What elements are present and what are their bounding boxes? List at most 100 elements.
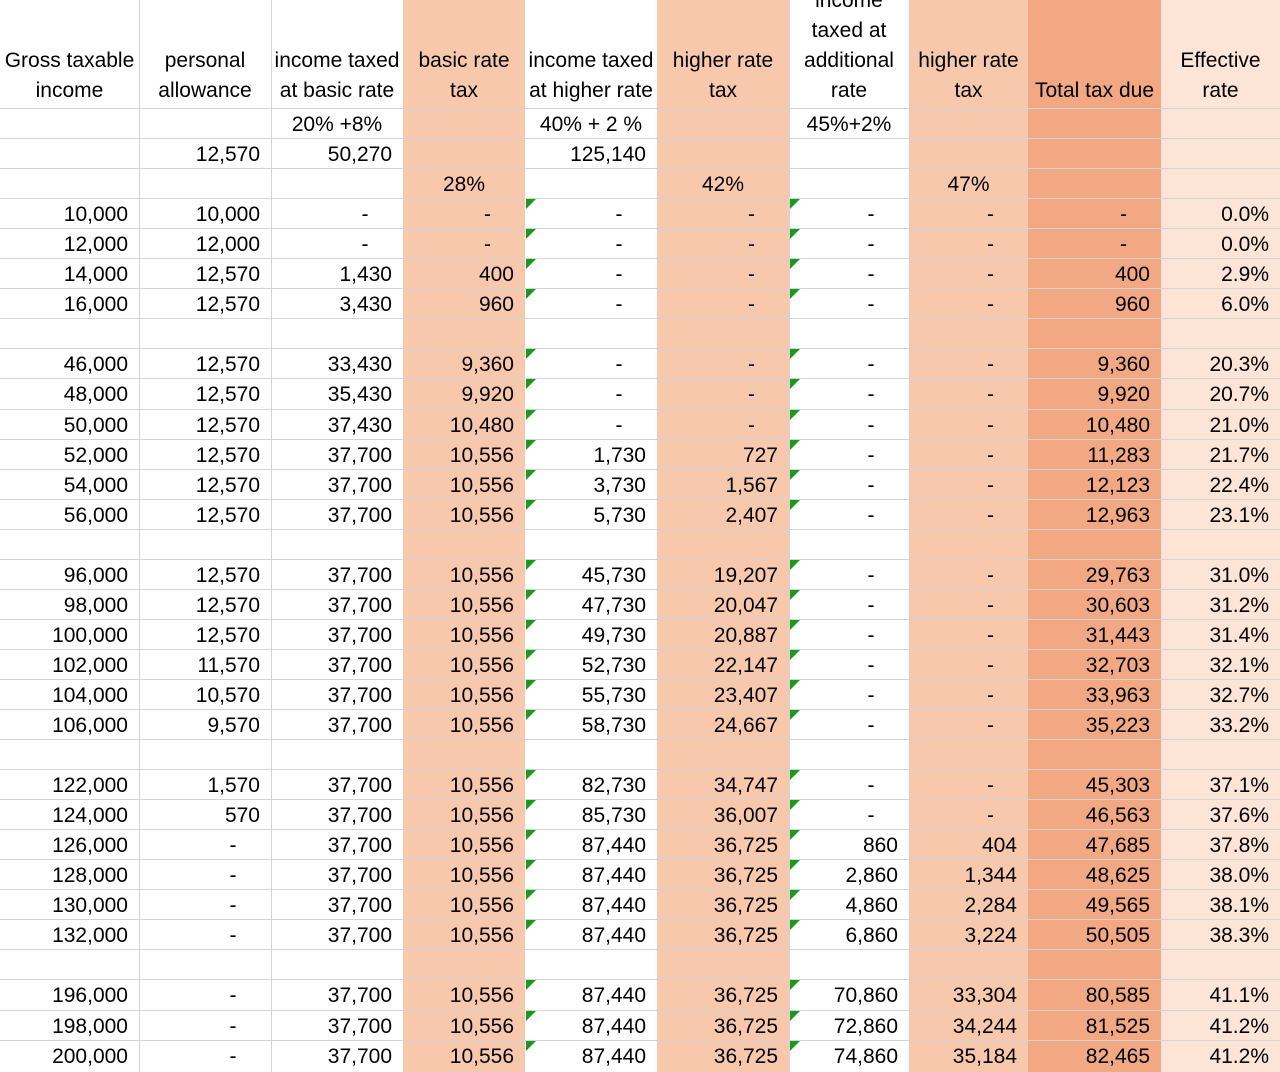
additional-higher-rate-tax-cell[interactable]: - [987, 624, 994, 647]
gross-taxable-income-cell[interactable]: 12,000 [63, 233, 128, 256]
basic-rate-tax-cell[interactable]: 10,556 [449, 1045, 514, 1068]
basic-rate-tax-cell[interactable]: - [484, 203, 491, 226]
income-basic-rate-cell[interactable]: 37,700 [327, 474, 392, 497]
error-indicator-icon[interactable] [790, 379, 800, 389]
personal-allowance-cell[interactable]: 12,000 [195, 233, 260, 256]
total-tax-due-cell[interactable]: 31,443 [1085, 624, 1150, 647]
income-additional-rate-cell[interactable]: - [867, 263, 875, 286]
higher-rate-tax-cell[interactable]: 20,887 [713, 624, 778, 647]
personal-allowance-cell[interactable]: 12,570 [195, 504, 260, 527]
total-tax-due-cell[interactable]: 10,480 [1085, 414, 1150, 437]
total-tax-due-cell[interactable]: 33,963 [1085, 684, 1150, 707]
effective-rate-cell[interactable]: 37.6% [1209, 804, 1269, 827]
income-higher-rate-cell[interactable]: 85,730 [581, 804, 646, 827]
gross-taxable-income-cell[interactable]: 130,000 [52, 894, 128, 917]
total-tax-due-cell[interactable]: 49,565 [1085, 894, 1150, 917]
effective-rate-cell[interactable]: 22.4% [1209, 474, 1269, 497]
income-higher-rate-cell[interactable]: 52,730 [581, 654, 646, 677]
additional-higher-rate-tax-cell[interactable]: 47% [947, 173, 990, 196]
personal-allowance-cell[interactable]: - [229, 834, 237, 857]
gross-taxable-income-cell[interactable]: 126,000 [52, 834, 128, 857]
income-additional-rate-cell[interactable]: - [867, 684, 875, 707]
effective-rate-cell[interactable]: 41.2% [1209, 1015, 1269, 1038]
error-indicator-icon[interactable] [790, 199, 800, 209]
error-indicator-icon[interactable] [526, 1011, 536, 1021]
income-higher-rate-cell[interactable]: 87,440 [581, 864, 646, 887]
effective-rate-cell[interactable]: 2.9% [1221, 263, 1269, 286]
basic-rate-tax-cell[interactable]: 10,556 [449, 894, 514, 917]
error-indicator-icon[interactable] [526, 830, 536, 840]
income-higher-rate-cell[interactable]: 55,730 [581, 684, 646, 707]
income-higher-rate-cell[interactable]: 82,730 [581, 774, 646, 797]
error-indicator-icon[interactable] [790, 1011, 800, 1021]
personal-allowance-cell[interactable]: 12,570 [195, 564, 260, 587]
higher-rate-tax-cell[interactable]: 19,207 [713, 564, 778, 587]
income-additional-rate-cell[interactable]: - [867, 714, 875, 737]
error-indicator-icon[interactable] [526, 800, 536, 810]
effective-rate-cell[interactable]: 38.1% [1209, 894, 1269, 917]
higher-rate-tax-cell[interactable]: - [748, 353, 755, 376]
error-indicator-icon[interactable] [526, 1041, 536, 1051]
effective-rate-cell[interactable]: 33.2% [1209, 714, 1269, 737]
effective-rate-cell[interactable]: 31.4% [1209, 624, 1269, 647]
effective-rate-cell[interactable]: 41.2% [1209, 1045, 1269, 1068]
gross-taxable-income-cell[interactable]: 56,000 [63, 504, 128, 527]
income-basic-rate-cell[interactable]: 37,700 [327, 924, 392, 947]
gross-taxable-income-cell[interactable]: 198,000 [52, 1015, 128, 1038]
error-indicator-icon[interactable] [790, 440, 800, 450]
income-higher-rate-cell[interactable]: - [615, 414, 623, 437]
header-additional-higher-rate-tax[interactable]: higher rate tax [918, 49, 1019, 102]
gross-taxable-income-cell[interactable]: 102,000 [52, 654, 128, 677]
income-additional-rate-cell[interactable]: - [867, 474, 875, 497]
basic-rate-tax-cell[interactable]: 10,556 [449, 714, 514, 737]
higher-rate-tax-cell[interactable]: 2,407 [725, 504, 778, 527]
effective-rate-cell[interactable]: 38.0% [1209, 864, 1269, 887]
income-basic-rate-cell[interactable]: 37,700 [327, 654, 392, 677]
total-tax-due-cell[interactable]: 960 [1114, 293, 1150, 316]
error-indicator-icon[interactable] [790, 229, 800, 239]
additional-higher-rate-tax-cell[interactable]: - [987, 353, 994, 376]
error-indicator-icon[interactable] [526, 560, 536, 570]
income-basic-rate-cell[interactable]: 37,700 [327, 684, 392, 707]
income-higher-rate-cell[interactable]: 87,440 [581, 1045, 646, 1068]
gross-taxable-income-cell[interactable]: 200,000 [52, 1045, 128, 1068]
personal-allowance-cell[interactable]: 12,570 [195, 353, 260, 376]
effective-rate-cell[interactable]: 38.3% [1209, 924, 1269, 947]
income-higher-rate-cell[interactable]: 45,730 [581, 564, 646, 587]
higher-rate-tax-cell[interactable]: - [748, 233, 755, 256]
personal-allowance-cell[interactable]: 10,570 [195, 684, 260, 707]
error-indicator-icon[interactable] [790, 710, 800, 720]
income-additional-rate-cell[interactable]: 2,860 [845, 864, 898, 887]
higher-rate-tax-cell[interactable]: 36,725 [713, 894, 778, 917]
income-basic-rate-cell[interactable]: 37,700 [327, 804, 392, 827]
income-basic-rate-cell[interactable]: 20% +8% [291, 113, 383, 136]
error-indicator-icon[interactable] [526, 500, 536, 510]
personal-allowance-cell[interactable]: 570 [224, 804, 260, 827]
header-effective-rate[interactable]: Effective rate [1180, 49, 1261, 102]
basic-rate-tax-cell[interactable]: 9,360 [461, 353, 514, 376]
higher-rate-tax-cell[interactable]: 36,725 [713, 1045, 778, 1068]
income-additional-rate-cell[interactable]: 4,860 [845, 894, 898, 917]
effective-rate-cell[interactable]: 31.2% [1209, 594, 1269, 617]
error-indicator-icon[interactable] [790, 830, 800, 840]
error-indicator-icon[interactable] [790, 890, 800, 900]
additional-higher-rate-tax-cell[interactable]: - [987, 203, 994, 226]
higher-rate-tax-cell[interactable]: 1,567 [725, 474, 778, 497]
income-basic-rate-cell[interactable]: 1,430 [339, 263, 392, 286]
higher-rate-tax-cell[interactable]: 34,747 [713, 774, 778, 797]
higher-rate-tax-cell[interactable]: 36,725 [713, 834, 778, 857]
income-additional-rate-cell[interactable]: - [867, 353, 875, 376]
income-basic-rate-cell[interactable]: 50,270 [327, 143, 392, 166]
gross-taxable-income-cell[interactable]: 196,000 [52, 984, 128, 1007]
total-tax-due-cell[interactable]: 9,920 [1097, 383, 1150, 406]
income-basic-rate-cell[interactable]: 37,700 [327, 1045, 392, 1068]
header-income-higher-rate[interactable]: income taxed at higher rate [528, 49, 654, 102]
header-basic-rate-tax[interactable]: basic rate tax [418, 49, 510, 102]
total-tax-due-cell[interactable]: 12,963 [1085, 504, 1150, 527]
additional-higher-rate-tax-cell[interactable]: 404 [981, 834, 1017, 857]
income-additional-rate-cell[interactable]: 72,860 [833, 1015, 898, 1038]
total-tax-due-cell[interactable]: 45,303 [1085, 774, 1150, 797]
income-additional-rate-cell[interactable]: - [867, 804, 875, 827]
higher-rate-tax-cell[interactable]: 42% [701, 173, 745, 196]
